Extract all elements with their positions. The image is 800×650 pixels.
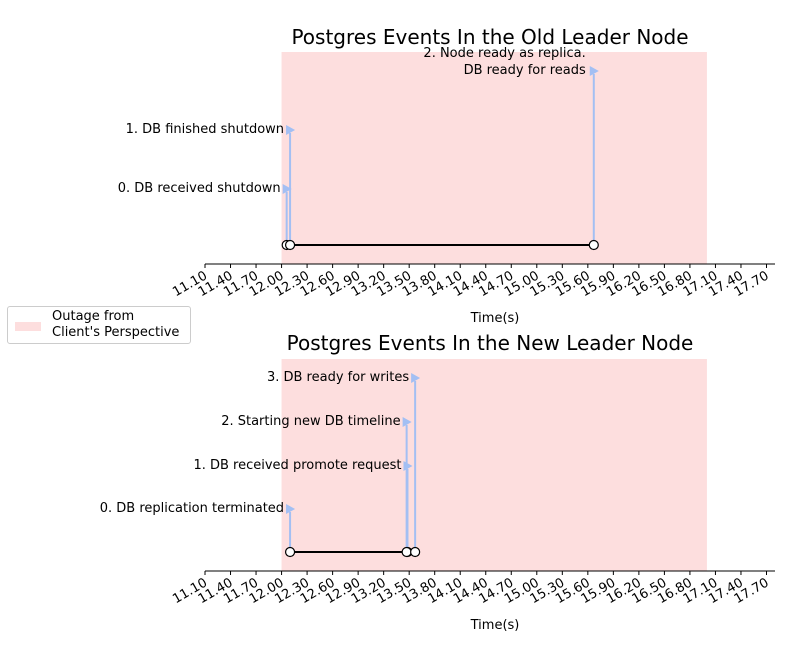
- panel1-event-arrowhead-3: [411, 373, 421, 383]
- panel1-event-label-0: 0. DB replication terminated: [100, 501, 284, 516]
- panel1-event-arrowhead-2: [402, 417, 412, 427]
- panel0-event-label-2-line-0: 2. Node ready as replica.: [423, 46, 585, 61]
- panel0-event-marker-1: [284, 239, 296, 251]
- legend-label-outage: Outage from Client's Perspective: [52, 309, 180, 340]
- panel0-event-arrowhead-2: [589, 66, 599, 76]
- panel1-title: Postgres Events In the New Leader Node: [287, 331, 694, 355]
- panel1-event-label-3: 3. DB ready for writes: [267, 370, 409, 385]
- panel1-event-label-1: 1. DB received promote request: [193, 458, 401, 473]
- panel0-event-label-1: 1. DB finished shutdown: [126, 122, 284, 137]
- panel1-outage-region: [281, 359, 707, 571]
- panel0-title: Postgres Events In the Old Leader Node: [291, 25, 688, 49]
- panel0-event-arrowhead-0: [282, 184, 292, 194]
- panel1-x-axis-label: Time(s): [470, 618, 520, 633]
- panel1-event-marker-3: [410, 546, 421, 558]
- legend-swatch-outage: [15, 322, 41, 331]
- panel0-outage-region: [281, 52, 707, 264]
- panel0-event-marker-2: [588, 239, 599, 251]
- panel1-event-label-2: 2. Starting new DB timeline: [221, 414, 400, 429]
- panel1-event-marker-0: [284, 546, 296, 558]
- panel1-event-arrowhead-0: [286, 504, 296, 514]
- panel0-event-label-0: 0. DB received shutdown: [118, 181, 281, 196]
- panel0-x-axis-label: Time(s): [470, 311, 520, 326]
- panel1-event-marker-2: [401, 546, 412, 558]
- panel0-event-arrowhead-1: [286, 125, 296, 135]
- legend: Outage from Client's Perspective: [7, 306, 191, 344]
- panel0-event-label-2: 2. Node ready as replica. DB ready for re…: [423, 46, 586, 78]
- panel0-event-label-2-line-1: DB ready for reads: [464, 63, 586, 78]
